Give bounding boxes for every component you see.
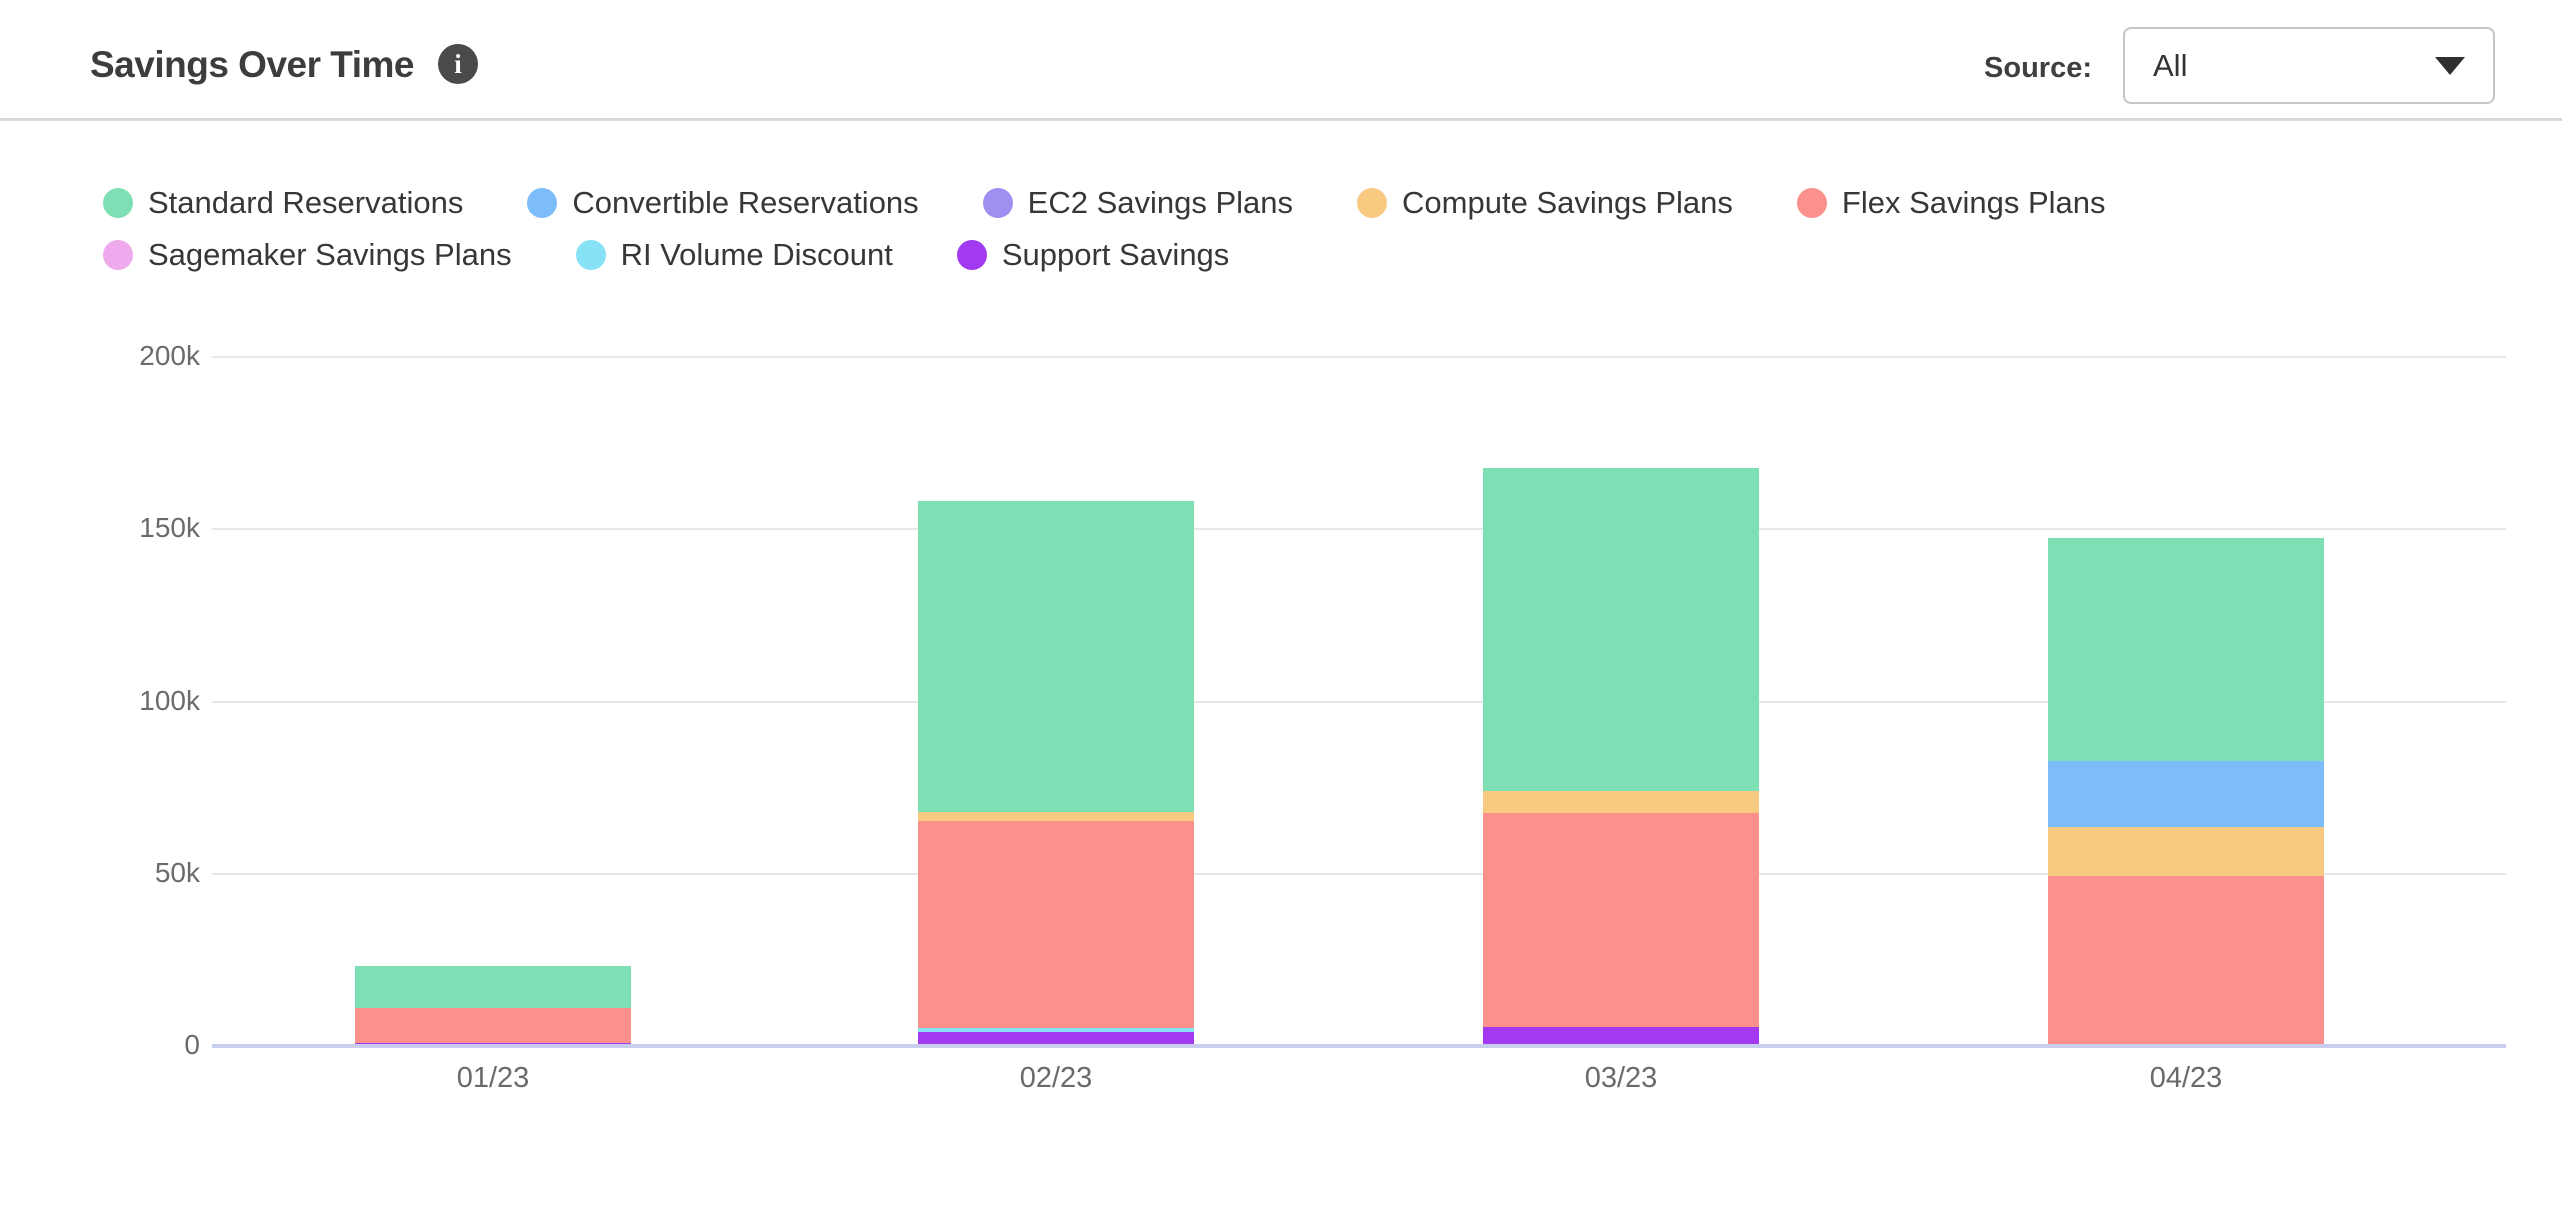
legend-dot-icon [1357,187,1388,218]
legend-item-flex-savings-plans[interactable]: Flex Savings Plans [1796,184,2106,220]
x-axis-tick-label: 03/23 [1584,1062,1658,1094]
bar-segment-flex-savings-plans-04-23[interactable] [2048,876,2324,1046]
legend-label: Standard Reservations [148,184,464,220]
legend-label: EC2 Savings Plans [1027,184,1294,220]
y-axis-tick-label: 150k [139,512,200,544]
legend-item-ri-volume-discount[interactable]: RI Volume Discount [575,236,893,272]
y-axis-tick-label: 50k [154,856,200,888]
page-title: Savings Over Time [90,44,414,85]
legend-dot-icon [982,187,1013,218]
bar-segment-compute-savings-plans-04-23[interactable] [2048,827,2324,877]
chevron-down-icon [2435,56,2465,75]
gridline-50k [212,872,2506,875]
legend-dot-icon [1796,187,1827,218]
legend-dot-icon [575,239,606,270]
chart-legend: Standard Reservations Convertible Reserva… [103,185,2463,272]
bar-segment-standard-reservations-01-23[interactable] [355,965,631,1008]
info-icon[interactable]: i [438,44,478,84]
legend-item-support-savings[interactable]: Support Savings [956,236,1230,272]
bar-segment-standard-reservations-02-23[interactable] [918,500,1194,812]
legend-item-convertible-reservations[interactable]: Convertible Reservations [527,184,919,220]
bar-segment-flex-savings-plans-02-23[interactable] [918,820,1194,1028]
bar-segment-ri-volume-discount-02-23[interactable] [918,1027,1194,1032]
bar-segment-flex-savings-plans-03-23[interactable] [1483,813,1759,1028]
bar-segment-flex-savings-plans-01-23[interactable] [355,1007,631,1044]
gridline-150k [212,528,2506,531]
legend-label: Sagemaker Savings Plans [148,236,512,272]
source-dropdown[interactable]: All [2123,27,2495,104]
bar-segment-convertible-reservations-04-23[interactable] [2048,761,2324,828]
legend-dot-icon [103,239,133,270]
bar-segment-standard-reservations-04-23[interactable] [2048,538,2324,762]
bar-segment-compute-savings-plans-02-23[interactable] [918,811,1194,821]
bar-segment-support-savings-02-23[interactable] [918,1031,1194,1046]
gridline-100k [212,700,2506,703]
legend-label: Convertible Reservations [572,184,919,220]
y-axis-tick-label: 100k [139,684,200,716]
legend-label: Support Savings [1001,236,1230,272]
bar-segment-standard-reservations-03-23[interactable] [1483,467,1759,792]
y-axis-tick-label: 200k [139,340,200,371]
x-axis-tick-label: 02/23 [1019,1062,1093,1094]
source-selected-value: All [2153,47,2188,83]
legend-item-standard-reservations[interactable]: Standard Reservations [103,185,463,220]
bar-segment-compute-savings-plans-03-23[interactable] [1483,791,1759,814]
x-axis-line [212,1044,2506,1048]
legend-item-sagemaker-savings-plans[interactable]: Sagemaker Savings Plans [103,237,512,272]
y-axis-tick-label: 0 [184,1029,200,1060]
legend-dot-icon [103,187,133,218]
legend-item-compute-savings-plans[interactable]: Compute Savings Plans [1357,185,1733,220]
legend-item-ec2-savings-plans[interactable]: EC2 Savings Plans [982,184,1294,220]
legend-dot-icon [527,187,558,218]
legend-label: Compute Savings Plans [1402,184,1733,220]
x-axis-tick-label: 01/23 [456,1062,530,1094]
bar-segment-support-savings-03-23[interactable] [1483,1027,1759,1046]
panel-header: Savings Over Time i Source: All [0,0,2562,121]
legend-label: Flex Savings Plans [1841,184,2106,220]
legend-dot-icon [956,239,987,270]
source-label: Source: [1984,52,2092,84]
gridline-200k [212,356,2506,358]
legend-label: RI Volume Discount [620,236,893,272]
x-axis-tick-label: 04/23 [2149,1062,2223,1094]
